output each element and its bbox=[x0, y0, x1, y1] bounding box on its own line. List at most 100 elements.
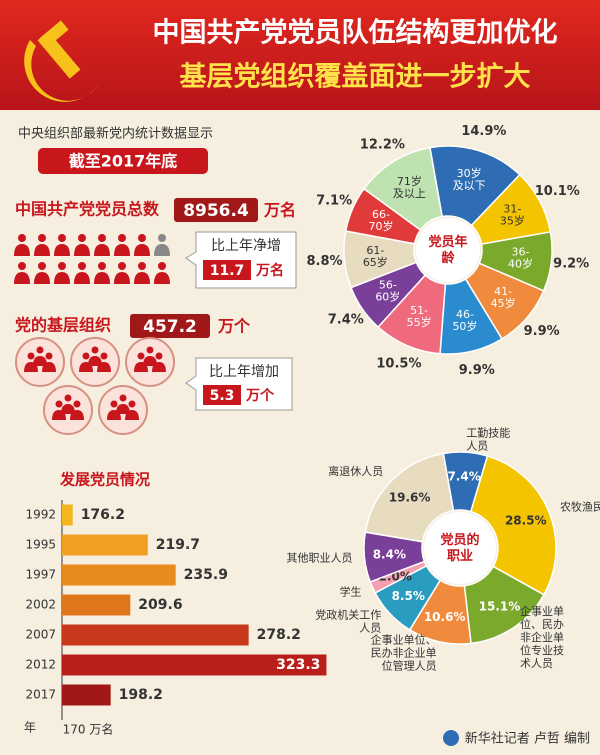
slice-label: 66-70岁 bbox=[368, 208, 393, 233]
value-label: 14.9% bbox=[461, 124, 506, 139]
person-head bbox=[91, 346, 99, 354]
person-body bbox=[54, 244, 70, 256]
person-head bbox=[18, 262, 26, 270]
person-head bbox=[155, 352, 163, 360]
value-label: 10.6% bbox=[424, 610, 466, 624]
person-body bbox=[61, 404, 75, 414]
pie-slice bbox=[362, 146, 443, 232]
person-head bbox=[137, 352, 145, 360]
subtitle: 基层党组织覆盖面进一步扩大 bbox=[180, 61, 531, 93]
slice-label: 56-60岁 bbox=[375, 278, 400, 303]
slice-label: 71岁及以上 bbox=[393, 174, 426, 200]
value-label: 235.9 bbox=[184, 567, 228, 583]
person-head bbox=[45, 352, 53, 360]
slice-label: 31-35岁 bbox=[500, 203, 525, 228]
y-tick-label: 2012 bbox=[25, 658, 56, 672]
change-value: 11.7 bbox=[210, 263, 245, 279]
value-label: 9.9% bbox=[524, 324, 560, 339]
intro: 中央组织部最新党内统计数据显示 bbox=[18, 126, 213, 142]
emblem bbox=[24, 20, 100, 102]
bar bbox=[62, 594, 131, 616]
bar bbox=[62, 534, 148, 556]
y-tick-label: 2017 bbox=[25, 688, 56, 702]
orgs-label: 党的基层组织 bbox=[15, 316, 111, 335]
y-tick-label: 1997 bbox=[25, 568, 56, 582]
person-body bbox=[143, 356, 157, 366]
person-head bbox=[82, 352, 90, 360]
value-label: 198.2 bbox=[119, 687, 163, 703]
person-head bbox=[36, 346, 44, 354]
change-box bbox=[203, 385, 241, 405]
person-body bbox=[54, 272, 70, 284]
value-label: 8.4% bbox=[373, 547, 406, 561]
person-head bbox=[27, 352, 35, 360]
value-label: 19.6% bbox=[389, 491, 431, 505]
value-label: 7.4% bbox=[328, 313, 364, 328]
pie-center bbox=[424, 512, 496, 584]
pie-title: 党员年龄 bbox=[428, 234, 467, 266]
person-body bbox=[33, 356, 47, 366]
person-head bbox=[58, 262, 66, 270]
person-head bbox=[55, 400, 63, 408]
chart-title: 发展党员情况 bbox=[59, 471, 150, 489]
slice-label: 46-50岁 bbox=[452, 308, 477, 333]
orgs-unit: 万个 bbox=[217, 317, 251, 336]
y-tick-label: 1992 bbox=[25, 508, 56, 522]
bar bbox=[62, 624, 249, 646]
person-head bbox=[18, 234, 26, 242]
category-label: 其他职业人员 bbox=[287, 552, 353, 565]
orgs-value: 457.2 bbox=[143, 317, 197, 337]
slice-label: 41-45岁 bbox=[491, 285, 516, 310]
date-box bbox=[38, 148, 208, 174]
person-body bbox=[154, 244, 170, 256]
value-label: 7.4% bbox=[447, 470, 480, 484]
value-label: 9.2% bbox=[553, 257, 589, 272]
person-body bbox=[88, 356, 102, 366]
category-label: 离退休人员 bbox=[328, 464, 383, 478]
person-head bbox=[110, 400, 118, 408]
slice-label: 51-55岁 bbox=[407, 304, 432, 329]
change-unit: 万个 bbox=[245, 387, 275, 404]
person-head bbox=[146, 346, 154, 354]
change-value: 5.3 bbox=[210, 388, 235, 404]
pie-slice bbox=[469, 455, 557, 596]
person-head bbox=[158, 234, 166, 242]
person-head bbox=[98, 262, 106, 270]
value-label: 219.7 bbox=[156, 537, 200, 553]
y-tick-label: 1995 bbox=[25, 538, 56, 552]
org-icons bbox=[15, 337, 175, 435]
member-icons bbox=[14, 234, 170, 284]
person-head bbox=[118, 262, 126, 270]
footer: 新华社记者 卢哲 编制 bbox=[465, 731, 590, 747]
value-label: 176.2 bbox=[81, 507, 125, 523]
person-head bbox=[78, 262, 86, 270]
person-head bbox=[119, 394, 127, 402]
value-box bbox=[174, 198, 258, 222]
change-label: 比上年增加 bbox=[209, 364, 279, 380]
members-unit: 万名 bbox=[263, 201, 296, 220]
person-body bbox=[134, 272, 150, 284]
person-body bbox=[74, 244, 90, 256]
person-body bbox=[134, 244, 150, 256]
person-head bbox=[64, 394, 72, 402]
person-body bbox=[116, 404, 130, 414]
header-band bbox=[0, 0, 600, 110]
person-body bbox=[34, 272, 50, 284]
person-head bbox=[98, 234, 106, 242]
category-label: 党政机关工作人员 bbox=[315, 607, 381, 634]
bar bbox=[62, 684, 111, 706]
category-label: 企事业单位、民办非企业单位专业技术人员 bbox=[520, 604, 564, 670]
person-body bbox=[14, 244, 30, 256]
category-label: 农牧渔民 bbox=[560, 499, 600, 513]
title: 中国共产党党员队伍结构更加优化 bbox=[153, 18, 558, 49]
pie-title: 党员的职业 bbox=[440, 532, 479, 564]
category-label: 学生 bbox=[340, 584, 362, 598]
axis-label: 年 bbox=[24, 721, 36, 735]
as-of: 截至2017年底 bbox=[69, 152, 178, 171]
value-label: 323.3 bbox=[276, 657, 320, 673]
change-label: 比上年净增 bbox=[211, 238, 281, 254]
person-head bbox=[38, 234, 46, 242]
value-label: 278.2 bbox=[257, 627, 301, 643]
value-label: 10.1% bbox=[535, 184, 580, 199]
